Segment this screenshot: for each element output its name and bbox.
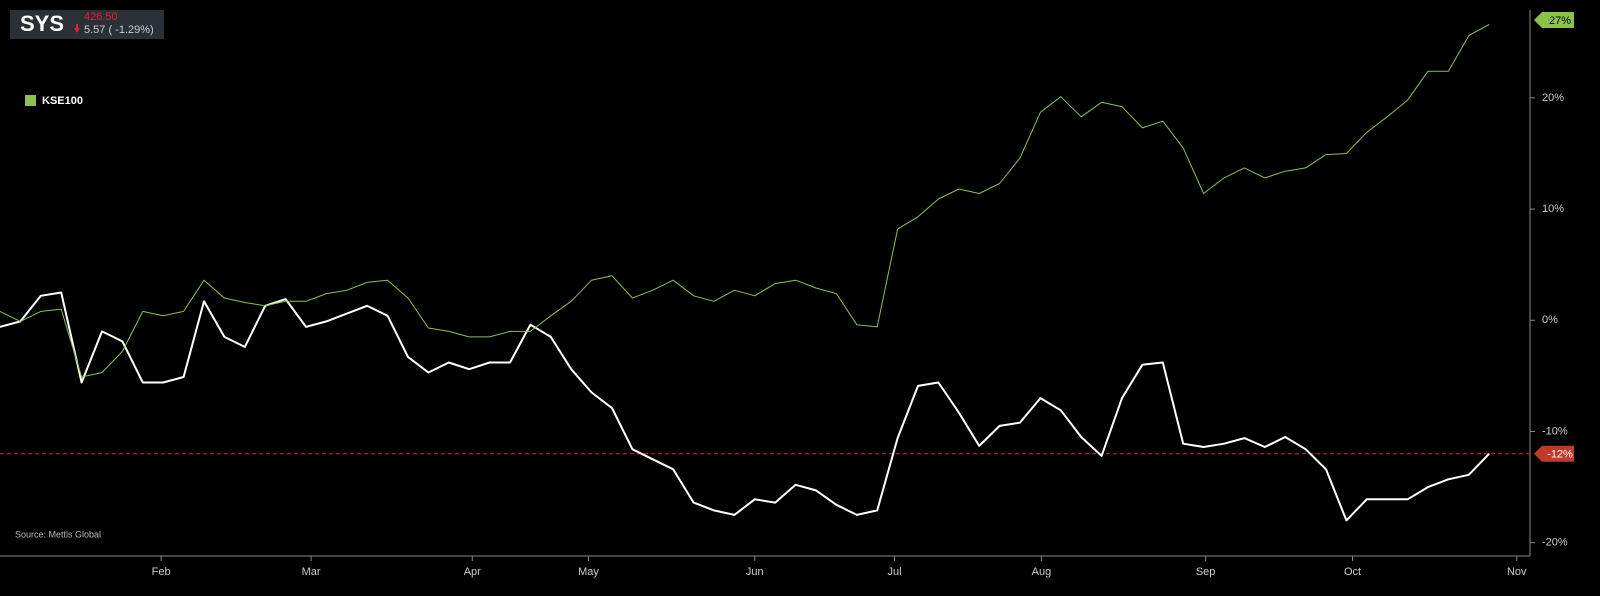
- y-tick-label: -10%: [1542, 425, 1568, 437]
- y-tick-label: 10%: [1542, 203, 1564, 215]
- legend: KSE100: [25, 95, 83, 107]
- ticker-symbol: SYS: [20, 11, 64, 36]
- x-tick-label: Jul: [888, 566, 902, 578]
- source: Source: Mettis Global: [15, 529, 101, 539]
- series-line: [0, 24, 1490, 378]
- x-tick-label: Oct: [1344, 566, 1361, 578]
- series-line: [0, 291, 1490, 522]
- x-tick-label: Jun: [746, 566, 764, 578]
- end-badge-label: 27%: [1549, 15, 1571, 27]
- ticker-price: 426.50: [84, 11, 118, 23]
- x-tick-label: Sep: [1196, 566, 1216, 578]
- ticker-change: 5.57 ( -1.29%): [84, 24, 154, 36]
- x-tick-label: Feb: [152, 566, 171, 578]
- down-arrow-stem: [76, 24, 78, 29]
- ticker-box: SYS 426.50 5.57 ( -1.29%): [10, 10, 164, 39]
- x-tick-label: Aug: [1032, 566, 1052, 578]
- down-arrow: [74, 28, 80, 33]
- y-tick-label: 0%: [1542, 314, 1558, 326]
- x-tick-label: Mar: [302, 566, 321, 578]
- x-tick-label: Nov: [1507, 566, 1527, 578]
- y-tick-label: -20%: [1542, 537, 1568, 549]
- x-tick-label: May: [578, 566, 599, 578]
- end-badge-label: -12%: [1547, 449, 1573, 461]
- end-badge: [1534, 12, 1574, 29]
- ticker-bg: [10, 10, 164, 39]
- legend-swatch: [25, 95, 36, 106]
- x-tick-label: Apr: [464, 566, 481, 578]
- y-tick-label: 20%: [1542, 92, 1564, 104]
- legend-label: KSE100: [42, 95, 83, 107]
- end-badge: [1534, 445, 1574, 462]
